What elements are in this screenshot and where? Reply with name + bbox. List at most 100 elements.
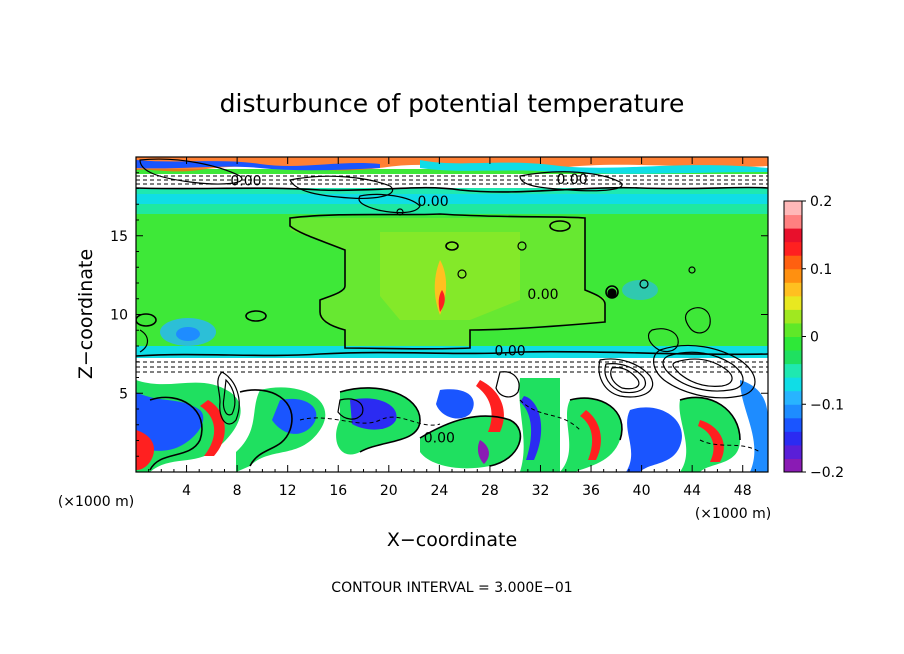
- region-cold-left-core: [176, 327, 200, 341]
- cluster-contour: [610, 367, 640, 390]
- lower-green-6: [560, 398, 622, 472]
- colorbar-swatch: [784, 228, 802, 243]
- x-tick-label: 40: [633, 483, 651, 499]
- colorbar-swatch: [784, 377, 802, 392]
- band-teal: [136, 204, 768, 214]
- cluster-contour: [358, 193, 421, 214]
- contour-label: 0.00: [556, 172, 587, 188]
- colorbar-swatch: [784, 458, 802, 473]
- colorbar-tick-label: 0: [810, 330, 819, 346]
- colorbar-swatch: [784, 309, 802, 324]
- cluster-contour: [607, 288, 617, 298]
- lower-blue-2: [272, 398, 317, 434]
- lower-blue-6: [626, 407, 682, 472]
- contour-labels: 0.00 0.00 0.00 0.00 0.00 0.00: [230, 172, 587, 446]
- x-tick-label: 28: [481, 483, 499, 499]
- colorbar-swatch: [784, 431, 802, 446]
- cluster-contour: [139, 158, 243, 185]
- cluster-contour: [688, 266, 696, 274]
- cluster-contour: [289, 175, 393, 199]
- colorbar-swatch: [784, 417, 802, 432]
- colorbar-swatch: [784, 336, 802, 351]
- x-tick-label: 20: [380, 483, 398, 499]
- cluster-contour: [217, 371, 240, 425]
- zero-contour-blob: [245, 310, 267, 322]
- zero-contour-blob: [445, 241, 459, 251]
- cluster-contour: [517, 241, 527, 251]
- neg-contour: [519, 399, 581, 431]
- zero-contour-lower: [419, 415, 522, 467]
- contour-label: 0.00: [527, 287, 558, 303]
- colorbar-swatch: [784, 214, 802, 229]
- zero-contour-blob: [136, 313, 157, 327]
- lower-red-4: [580, 410, 601, 460]
- colorbar-swatch: [784, 350, 802, 365]
- colorbar-tick-label: 0.1: [810, 262, 832, 278]
- cluster-contour: [139, 329, 149, 353]
- y-tick-label: 10: [110, 308, 128, 324]
- colorbar-swatch: [784, 444, 802, 459]
- contour-clusters: [139, 158, 756, 425]
- x-tick-label: 8: [233, 483, 242, 499]
- region-cool-right: [622, 280, 658, 300]
- colorbar-swatch: [784, 268, 802, 283]
- lower-blue-4: [436, 389, 474, 419]
- colorbar-tick-label: −0.2: [810, 465, 844, 481]
- colorbar-swatch: [784, 295, 802, 310]
- x-tick-label: 48: [734, 483, 752, 499]
- y-axis-label: Z−coordinate: [75, 249, 97, 379]
- chart-title: disturbunce of potential temperature: [220, 89, 685, 118]
- cluster-contour: [672, 358, 733, 387]
- cluster-contour: [653, 344, 756, 399]
- colorbar-tick-label: −0.1: [810, 397, 844, 413]
- colorbar-swatch: [784, 363, 802, 378]
- lower-blue-3: [350, 398, 397, 430]
- lower-red-3: [476, 380, 504, 432]
- x-tick-label: 32: [532, 483, 550, 499]
- band-cyan-strong: [136, 194, 768, 204]
- colorbar-swatch: [784, 404, 802, 419]
- y-tick-label: 5: [119, 386, 128, 402]
- zero-contour-lower: [339, 387, 421, 453]
- cluster-contour: [604, 363, 646, 394]
- lower-blue-7: [740, 380, 768, 472]
- x-tick-label: 44: [683, 483, 701, 499]
- colorbar-swatch: [784, 241, 802, 256]
- zero-contour-upper: [136, 186, 768, 193]
- zero-contour-central: [289, 213, 606, 350]
- neg-contour: [299, 416, 441, 426]
- zero-contour-lower: [149, 396, 203, 471]
- neg-contour: [699, 439, 761, 453]
- region-plume-core: [438, 290, 445, 312]
- lower-purple: [477, 440, 489, 464]
- colorbar-swatch: [784, 201, 802, 216]
- region-core: [380, 232, 520, 320]
- zero-contour-blob: [549, 220, 571, 232]
- lower-red-2: [200, 400, 225, 456]
- cluster-contour: [457, 269, 467, 279]
- lower-red-5: [698, 420, 724, 462]
- contour-interval-note: CONTOUR INTERVAL = 3.000E−01: [331, 580, 572, 596]
- zero-contour-lower: [569, 397, 623, 441]
- colorbar-tick-label: 0.2: [810, 194, 832, 210]
- contour-label: 0.00: [495, 344, 526, 360]
- colorbar-swatch: [784, 282, 802, 297]
- x-tick-label: 24: [430, 483, 448, 499]
- x-unit-left: (×1000 m): [58, 494, 134, 510]
- zero-contour-lower: [679, 396, 741, 441]
- x-tick-label: 36: [582, 483, 600, 499]
- zero-contours: [136, 186, 768, 471]
- zero-contour-blob: [605, 285, 619, 299]
- band-lower-white: [136, 358, 768, 378]
- zero-contour-lower: [239, 389, 293, 467]
- cluster-contour: [598, 358, 654, 398]
- band-top-cyan: [420, 160, 768, 174]
- band-cyan-upper: [136, 188, 768, 194]
- x-axis-label: X−coordinate: [387, 529, 517, 551]
- cluster-contour: [684, 307, 711, 334]
- x-tick-label: 16: [329, 483, 347, 499]
- x-unit-right: (×1000 m): [695, 506, 771, 522]
- colorbar-swatch: [784, 390, 802, 405]
- cluster-contour: [495, 371, 520, 398]
